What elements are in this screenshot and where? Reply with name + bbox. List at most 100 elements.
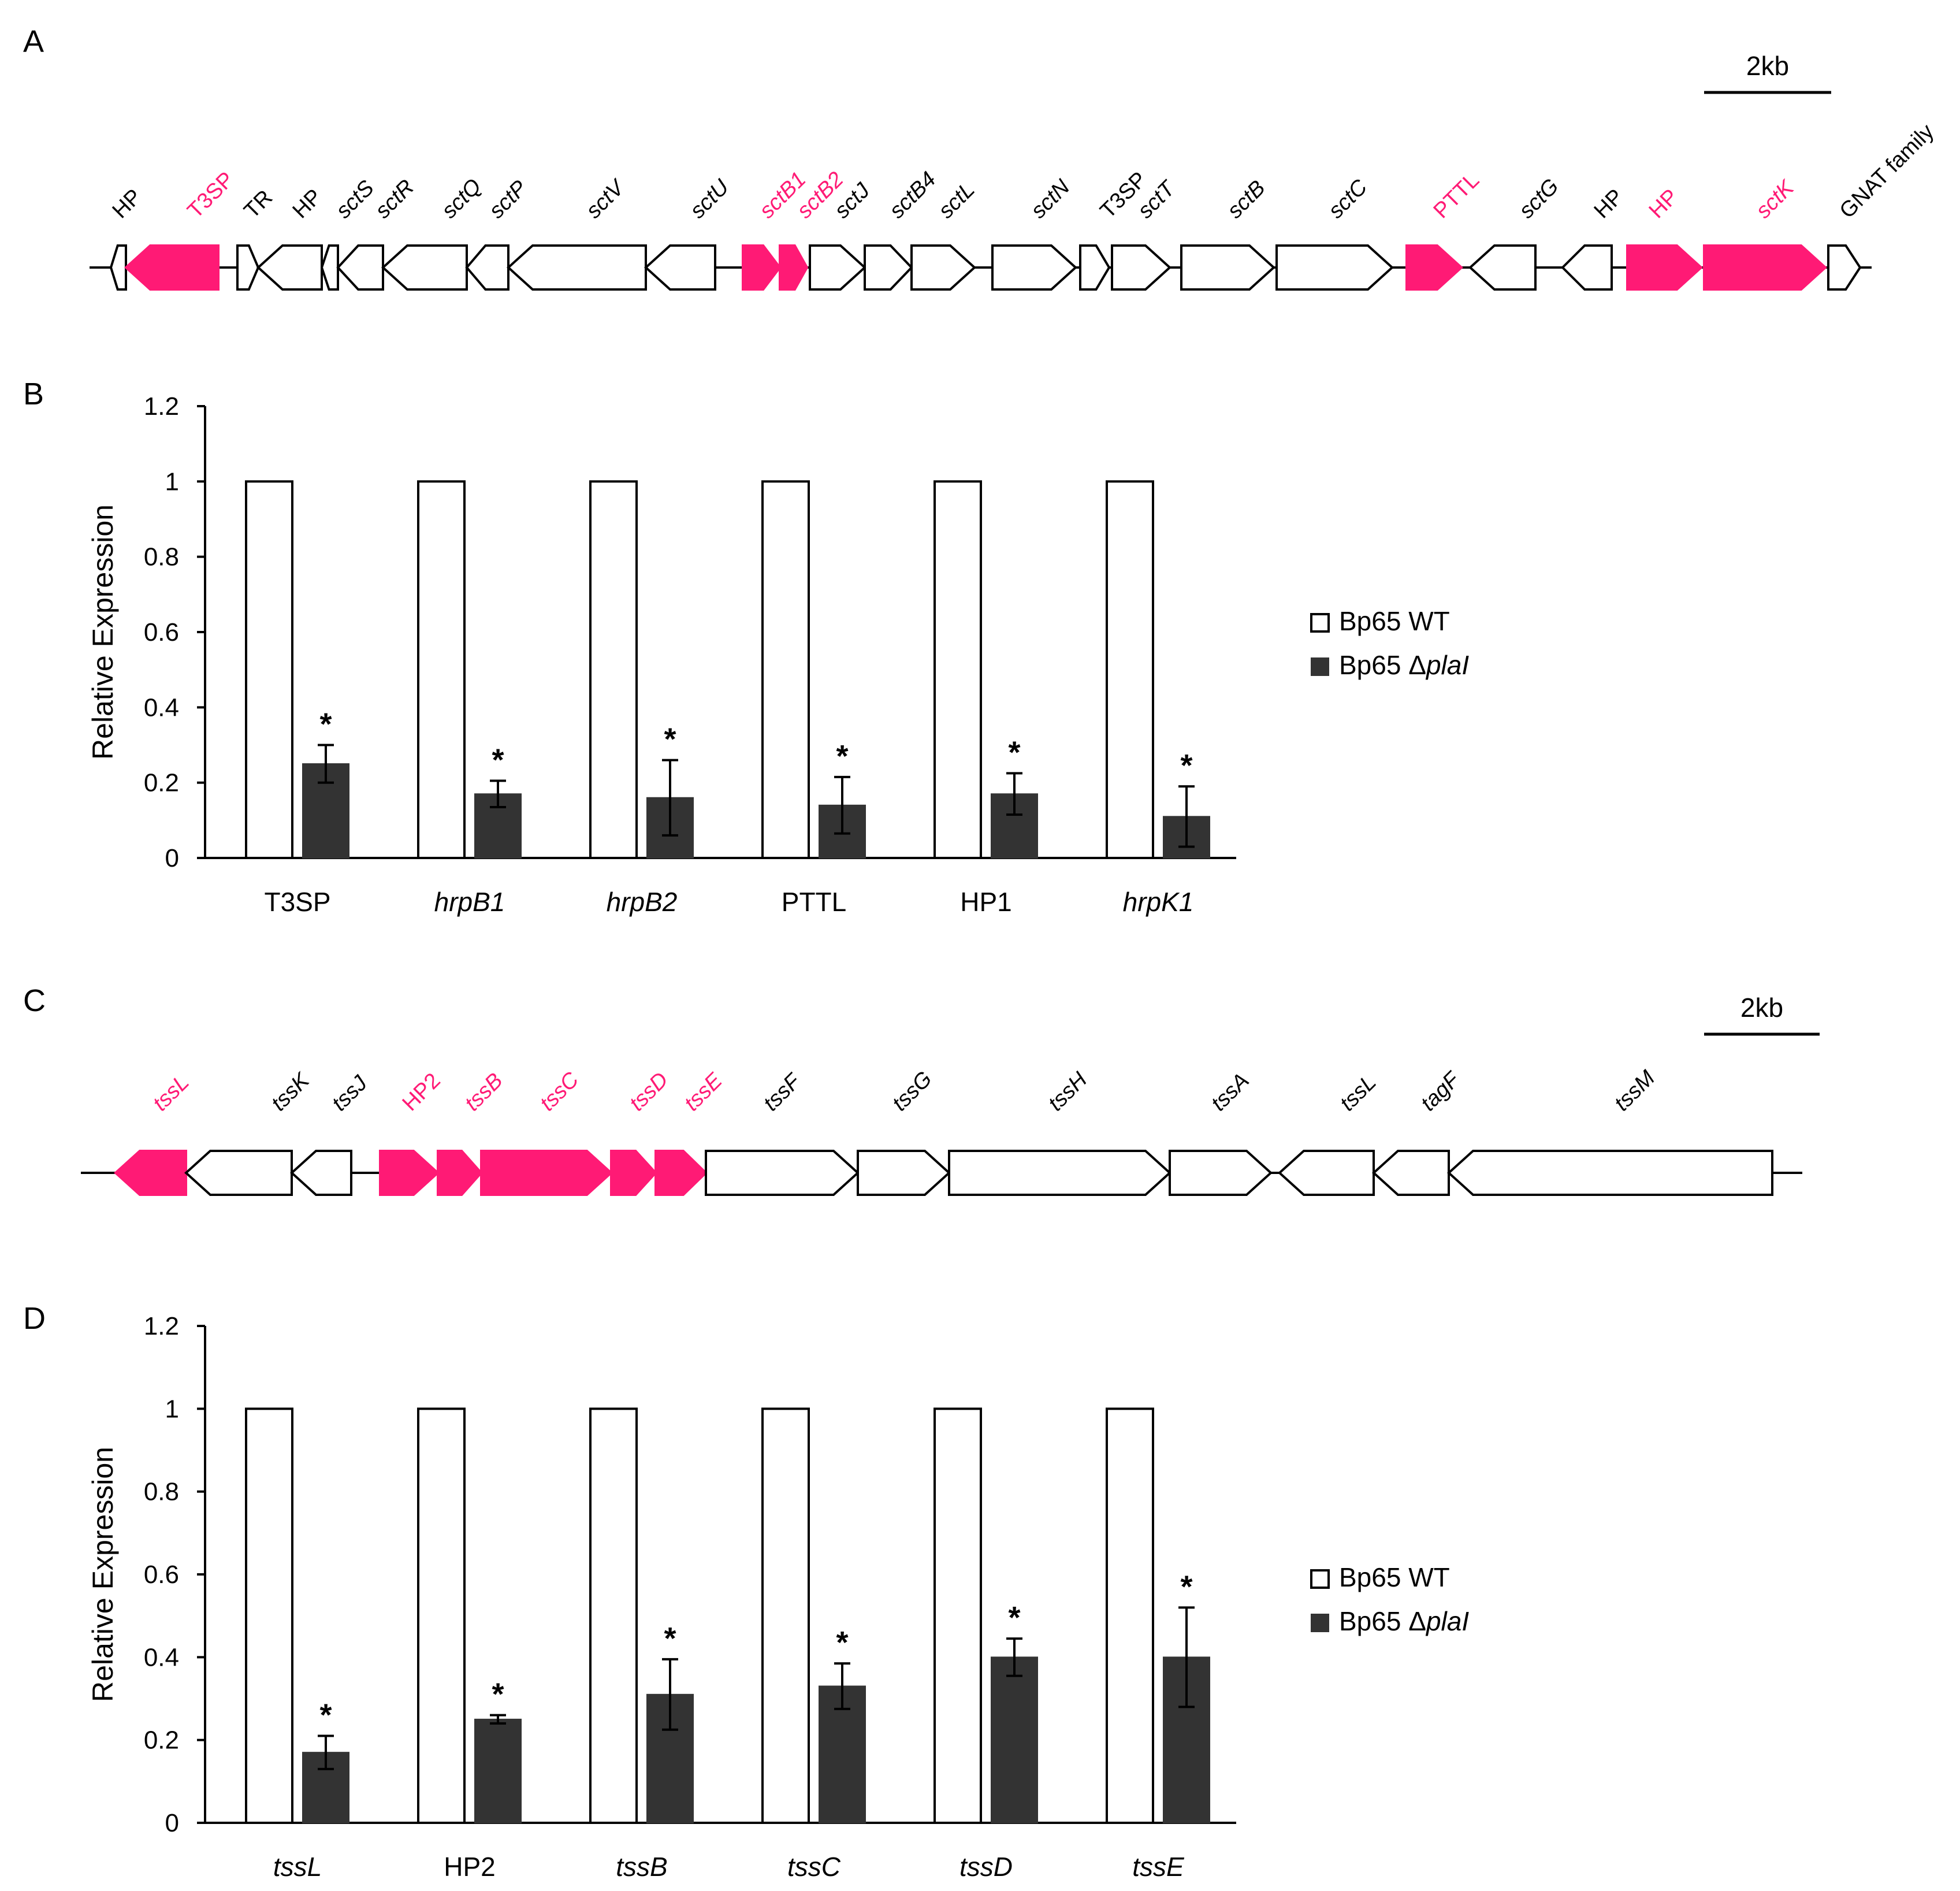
bar-wt bbox=[417, 480, 466, 859]
operon-a-gene-arrow bbox=[1405, 244, 1463, 291]
operon-c-gene-arrow bbox=[184, 1150, 293, 1196]
y-tick-label: 1.2 bbox=[144, 1312, 179, 1340]
operon-c-gene-arrow bbox=[654, 1150, 708, 1196]
significance-star: * bbox=[664, 1621, 676, 1656]
bar-wt bbox=[245, 1407, 293, 1824]
bar-mutant bbox=[819, 1685, 866, 1823]
operon-a-gene-arrow bbox=[1626, 244, 1703, 291]
legend: Bp65 WT Bp65 ΔplaI bbox=[1310, 606, 1469, 680]
y-tick-label: 0.4 bbox=[144, 693, 179, 722]
operon-a-gene-label: HP bbox=[1590, 184, 1628, 223]
bar-mutant bbox=[474, 1718, 522, 1823]
operon-a-gene-label: sctU bbox=[686, 175, 734, 224]
operon-a-gene-arrow bbox=[1561, 244, 1613, 291]
y-tick-label: 1.2 bbox=[144, 392, 179, 421]
operon-a-gene-arrow bbox=[1275, 244, 1394, 291]
operon-a-gene-arrow bbox=[381, 244, 468, 291]
x-category-label: tssD bbox=[959, 1852, 1013, 1882]
x-category-label: tssE bbox=[1132, 1852, 1185, 1882]
significance-star: * bbox=[836, 1625, 848, 1660]
legend-swatch-wt bbox=[1310, 1569, 1330, 1589]
x-category-label: hrpK1 bbox=[1123, 887, 1194, 917]
operon-c-gene-arrow bbox=[480, 1150, 613, 1196]
operon-a-gene-arrow bbox=[991, 244, 1077, 291]
legend-swatch-wt bbox=[1310, 613, 1330, 633]
operon-a-gene-label: sctL bbox=[934, 177, 980, 223]
x-category-label: HP2 bbox=[444, 1852, 495, 1882]
operon-a-gene-arrow bbox=[124, 244, 220, 291]
legend-label-mutant: Bp65 ΔplaI bbox=[1339, 1606, 1469, 1636]
legend-swatch-mutant bbox=[1311, 1614, 1329, 1632]
y-tick-label: 0.6 bbox=[144, 618, 179, 647]
operon-c-gene-arrow bbox=[1169, 1150, 1273, 1196]
bar-wt bbox=[761, 480, 810, 859]
operon-c: 2kb tssL tssK tssJ HP2 tssB tssC tssD tssE tssF t… bbox=[81, 993, 1820, 1196]
operon-a-gene-label: PTTL bbox=[1429, 168, 1484, 223]
y-tick-label: 0.6 bbox=[144, 1561, 179, 1589]
operon-a-gene-arrow bbox=[1827, 244, 1862, 291]
operon-a-gene-label: sctS bbox=[332, 176, 379, 223]
operon-a-gene-label: sctK bbox=[1751, 175, 1799, 223]
legend-swatch-mutant bbox=[1311, 657, 1329, 676]
bar-wt bbox=[933, 480, 982, 859]
operon-c-gene-label: HP2 bbox=[398, 1068, 445, 1116]
legend-label-wt: Bp65 WT bbox=[1339, 606, 1450, 636]
operon-a-gene-arrow bbox=[236, 244, 260, 291]
x-category-label: tssC bbox=[787, 1852, 841, 1882]
operon-c-gene-arrow bbox=[114, 1150, 187, 1196]
operon-c-gene-arrow bbox=[1447, 1150, 1773, 1196]
operon-a-gene-label: sctC bbox=[1324, 175, 1373, 224]
operon-c-gene-arrow bbox=[857, 1150, 951, 1196]
significance-star: * bbox=[319, 1698, 332, 1733]
operon-c-gene-label: tssB bbox=[460, 1068, 508, 1116]
operon-a-gene-label: GNAT family bbox=[1835, 120, 1939, 223]
operon-c-gene-label: tagF bbox=[1416, 1067, 1466, 1116]
operon-a-gene-label: HP bbox=[108, 184, 147, 223]
operon-a-gene-arrow bbox=[644, 244, 716, 291]
operon-a-gene-arrow bbox=[779, 244, 809, 291]
significance-star: * bbox=[1008, 1600, 1020, 1635]
panel-letter-d: D bbox=[23, 1301, 46, 1336]
significance-star: * bbox=[1180, 1569, 1192, 1604]
operon-c-gene-arrow bbox=[379, 1150, 440, 1196]
operon-a-gene-label: sctV bbox=[582, 174, 631, 224]
legend-label-mutant-gene: plaI bbox=[1425, 1606, 1469, 1636]
x-category-label: hrpB2 bbox=[607, 887, 678, 917]
y-tick-label: 0.8 bbox=[144, 1478, 179, 1506]
significance-star: * bbox=[836, 739, 848, 774]
bar-wt bbox=[933, 1407, 982, 1824]
operon-c-gene-arrow bbox=[437, 1150, 483, 1196]
y-tick-label: 0 bbox=[165, 844, 179, 872]
bar-wt bbox=[589, 480, 638, 859]
operon-c-gene-label: tssK bbox=[267, 1068, 315, 1116]
operon-a-gene-label: HP bbox=[1645, 184, 1683, 223]
bar-mutant bbox=[991, 1656, 1038, 1823]
y-tick-label: 1 bbox=[165, 1395, 179, 1423]
x-category-label: hrpB1 bbox=[434, 887, 505, 917]
legend-label-wt: Bp65 WT bbox=[1339, 1562, 1450, 1592]
y-axis-label: Relative Expression bbox=[87, 504, 119, 760]
operon-a-gene-arrow bbox=[742, 244, 782, 291]
scale-label-a: 2kb bbox=[1746, 51, 1789, 81]
operon-c-gene-arrow bbox=[1372, 1150, 1450, 1196]
operon-c-gene-arrow bbox=[290, 1150, 352, 1196]
operon-c-gene-label: tssA bbox=[1207, 1068, 1254, 1116]
operon-c-gene-arrow bbox=[610, 1150, 657, 1196]
operon-c-gene-arrow bbox=[948, 1150, 1171, 1196]
y-tick-label: 0.2 bbox=[144, 769, 179, 797]
operon-a-gene-label: sctR bbox=[371, 175, 419, 223]
x-category-label: tssB bbox=[616, 1852, 667, 1882]
y-tick-label: 0.4 bbox=[144, 1643, 179, 1671]
legend: Bp65 WT Bp65 ΔplaI bbox=[1310, 1562, 1469, 1636]
operon-a-gene-label: sctG bbox=[1515, 174, 1564, 223]
bar-wt bbox=[761, 1407, 810, 1824]
significance-star: * bbox=[664, 722, 676, 757]
operon-a-gene-arrow bbox=[1180, 244, 1275, 291]
chart-d: 0 0.2 0.4 0.6 0.8 1 1.2 Relative Expression * tss… bbox=[87, 1312, 1469, 1882]
operon-a-gene-label: T3SP bbox=[183, 167, 239, 223]
bar-wt bbox=[589, 1407, 638, 1824]
y-tick-label: 0.8 bbox=[144, 543, 179, 571]
operon-c-gene-label: tssJ bbox=[328, 1071, 373, 1116]
